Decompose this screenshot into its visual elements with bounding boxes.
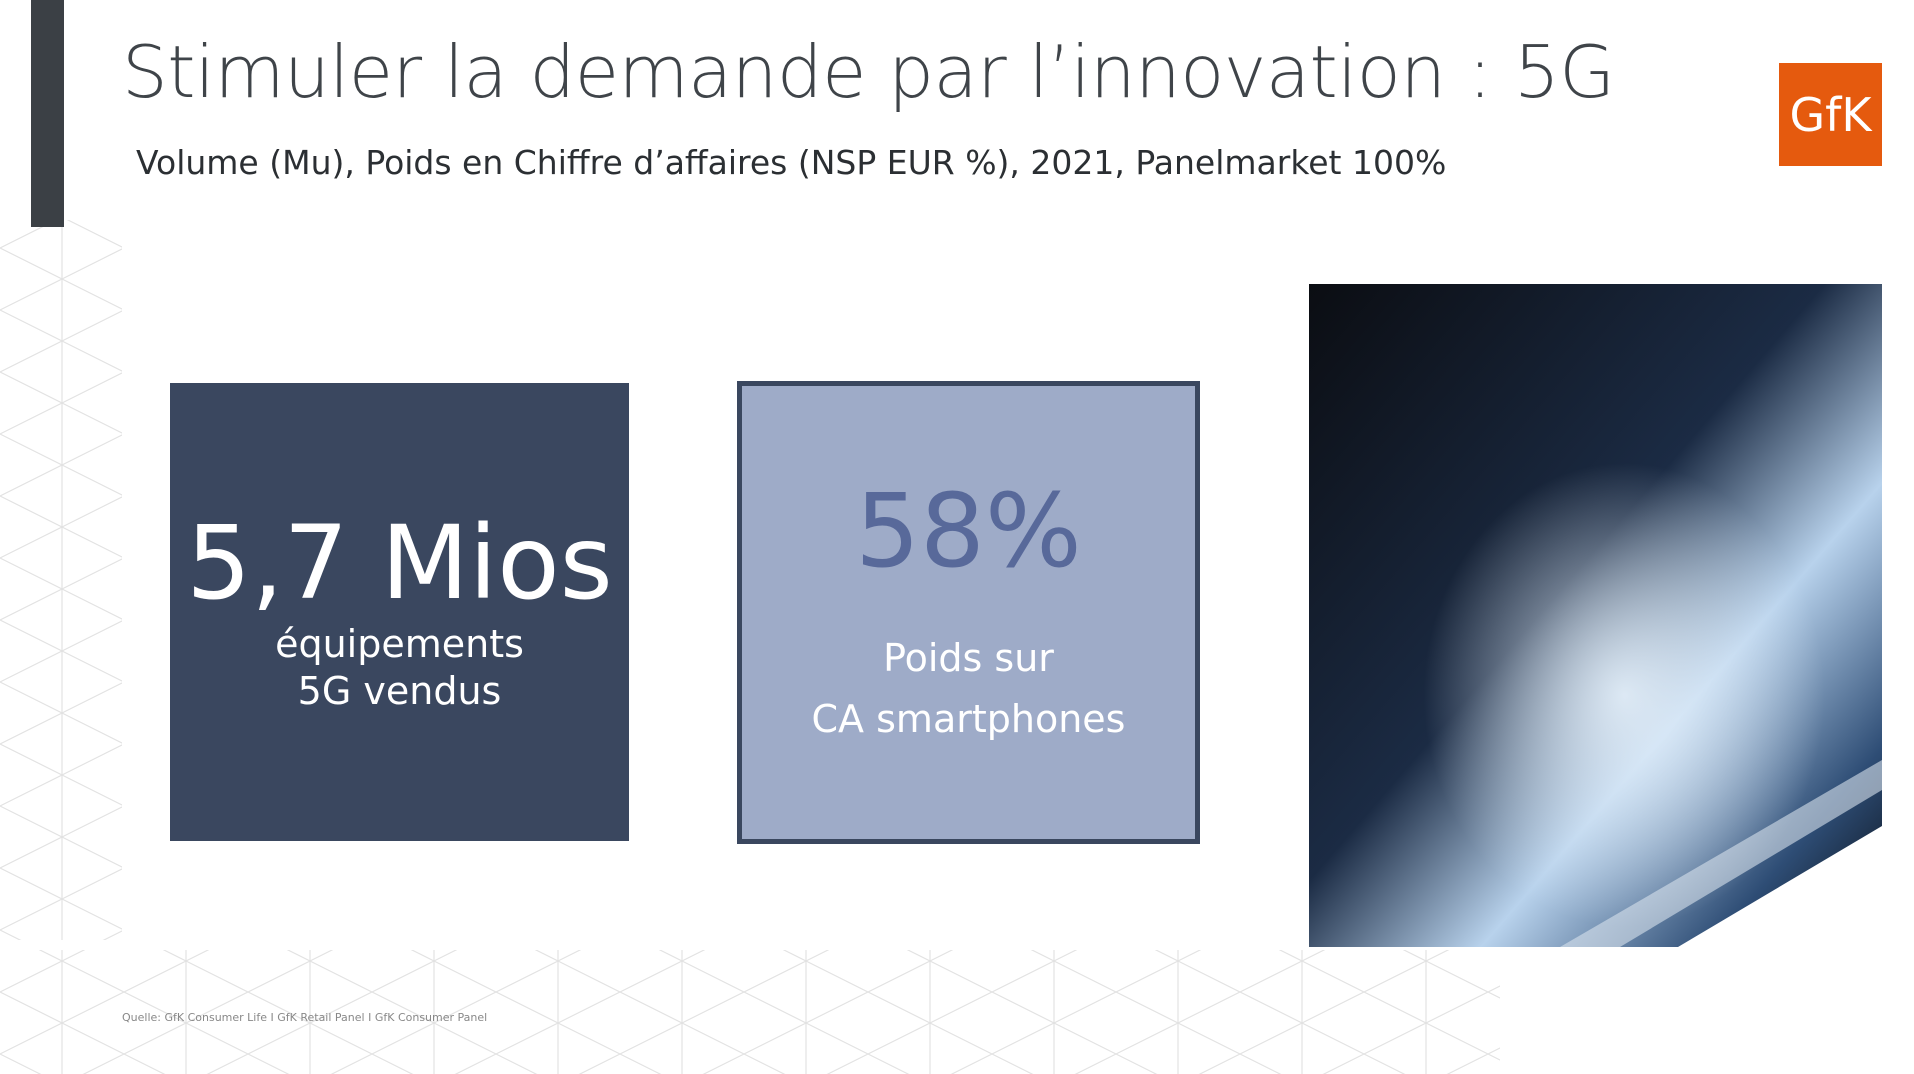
kpi-value: 58% [855,471,1082,591]
kpi-card: 58% Poids sur CA smartphones [737,381,1200,844]
kpi-card: 5,7 Mios équipements 5G vendus [170,383,629,841]
kpi-value: 5,7 Mios [186,504,613,624]
logo: GfK [1779,63,1882,166]
kpi-caption: Poids sur [883,635,1054,680]
photo [1309,284,1882,947]
title: Stimuler la demande par l’innovation : 5… [122,30,1615,114]
source-note: Quelle: GfK Consumer Life I GfK Retail P… [122,1011,488,1024]
kpi-caption: équipements [275,621,524,666]
kpi-caption: CA smartphones [811,696,1126,741]
subtitle: Volume (Mu), Poids en Chiffre d’affaires… [136,143,1447,182]
kpi-caption: 5G vendus [297,669,502,714]
